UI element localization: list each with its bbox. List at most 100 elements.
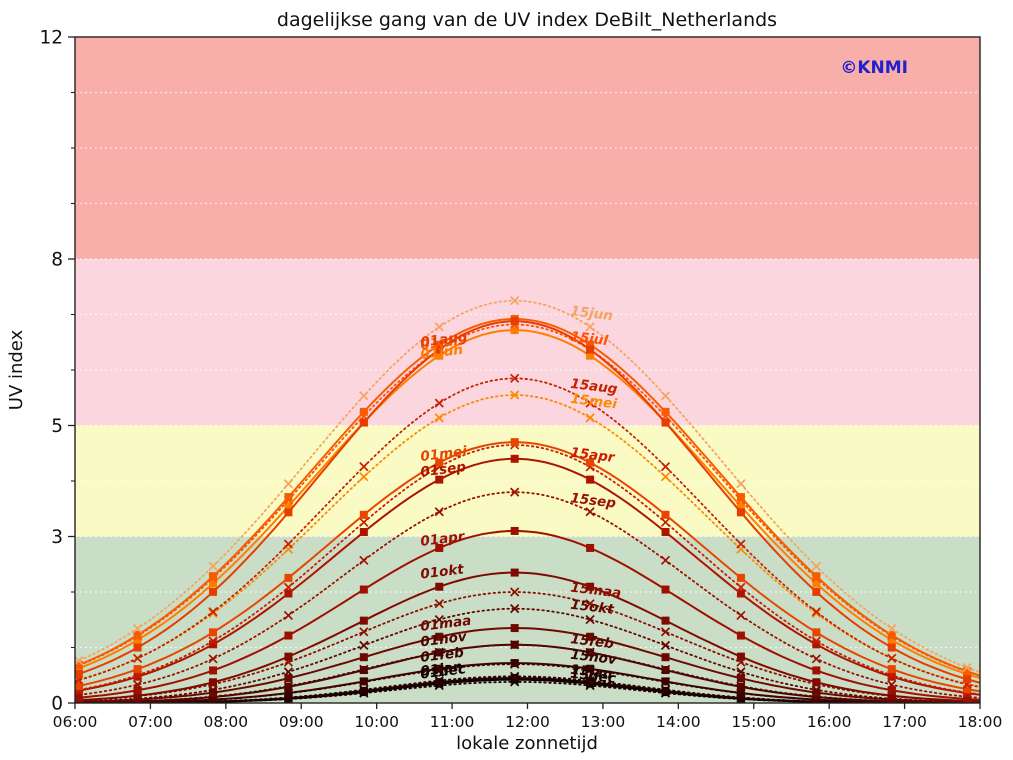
- marker-square-01maa: [435, 632, 444, 641]
- marker-x-15sep: [887, 680, 897, 690]
- marker-x-15jun: [132, 623, 143, 634]
- marker-square-01sep: [435, 475, 444, 484]
- band-pink: [75, 259, 980, 426]
- marker-x-15aug: [510, 373, 520, 383]
- marker-x-15okt: [434, 614, 444, 625]
- marker-square-01jul: [887, 631, 896, 640]
- curve-label-01feb: 01feb: [420, 645, 465, 666]
- uv-curve-15jul: [75, 323, 980, 677]
- marker-x-15aug: [660, 462, 671, 472]
- marker-square-01apr: [887, 686, 896, 695]
- chart-title: dagelijkse gang van de UV index DeBilt_N…: [277, 9, 777, 31]
- x-tick-label-0600: 06:00: [53, 713, 98, 731]
- uv-curve-15apr: [75, 444, 980, 696]
- marker-square-01sep: [736, 589, 745, 598]
- uv-curve-01jun: [75, 329, 980, 680]
- marker-x-15mei: [660, 472, 671, 482]
- x-tick-label-1000: 10:00: [354, 713, 399, 731]
- uv-curve-01apr: [75, 530, 980, 701]
- marker-square-01apr: [284, 631, 293, 640]
- marker-square-01jul: [736, 493, 745, 502]
- marker-x-15sep: [660, 555, 671, 565]
- x-tick-label-1500: 15:00: [731, 713, 776, 731]
- marker-x-15okt: [736, 667, 746, 677]
- x-tick-label-1100: 11:00: [430, 713, 475, 731]
- x-axis-label: lokale zonnetijd: [456, 733, 598, 754]
- marker-square-01apr: [510, 526, 519, 535]
- y-tick-label-5: 5: [51, 416, 63, 437]
- marker-square-01feb: [586, 664, 595, 673]
- curve-label-01jan: 01jan: [420, 659, 464, 680]
- marker-square-01feb: [284, 688, 293, 697]
- curve-label-15feb: 15feb: [570, 631, 615, 652]
- marker-x-15aug: [132, 653, 143, 663]
- marker-square-01jul: [661, 407, 670, 416]
- marker-x-15mei: [208, 608, 218, 618]
- curve-label-15sep: 15sep: [570, 490, 618, 511]
- marker-square-01sep: [133, 672, 142, 681]
- marker-x-15jan: [510, 671, 520, 681]
- y-tick-label-12: 12: [39, 28, 63, 49]
- marker-square-01mei: [586, 458, 595, 467]
- marker-x-15okt: [510, 604, 520, 614]
- marker-square-01mei: [75, 681, 83, 690]
- x-tick-label-0800: 08:00: [203, 713, 248, 731]
- marker-square-01aug: [510, 317, 519, 326]
- curve-label-01dec: 01dec: [420, 661, 467, 682]
- curve-label-15jun: 15jun: [570, 303, 614, 324]
- marker-square-01jun: [133, 635, 142, 644]
- uv-curve-01aug: [75, 320, 980, 684]
- marker-x-15aug: [887, 653, 897, 663]
- marker-square-01okt: [133, 691, 142, 700]
- curve-label-01nov: 01nov: [420, 629, 469, 651]
- marker-square-01okt: [887, 691, 896, 700]
- marker-square-01mei: [510, 438, 519, 447]
- marker-x-15apr: [736, 582, 746, 592]
- marker-square-01okt: [209, 678, 218, 687]
- marker-square-01maa: [812, 688, 821, 697]
- marker-x-15aug: [283, 539, 294, 549]
- marker-x-15jun: [962, 662, 972, 673]
- marker-x-15jun: [811, 561, 821, 571]
- marker-square-01mei: [435, 458, 444, 467]
- marker-square-01mei: [736, 573, 745, 582]
- marker-x-15feb: [434, 647, 444, 657]
- axes: 06:00 07:00 08:00 09:00 10:00 11:00 12:00 13:00…: [39, 28, 1002, 732]
- marker-x-15apr: [811, 636, 821, 646]
- uv-curve-15aug: [75, 377, 980, 689]
- marker-square-01jun: [209, 579, 218, 588]
- marker-x-15jun: [359, 391, 369, 401]
- curve-label-15jan: 15jan: [570, 662, 614, 683]
- marker-square-01maa: [209, 688, 218, 697]
- marker-x-15apr: [359, 517, 369, 527]
- marker-square-01okt: [812, 678, 821, 687]
- marker-x-15mei: [510, 390, 520, 400]
- marker-x-15feb: [585, 647, 595, 657]
- marker-x-15maa: [434, 599, 444, 609]
- x-tick-label-0900: 09:00: [279, 713, 324, 731]
- marker-x-15sep: [811, 654, 821, 664]
- marker-square-01jun: [510, 326, 519, 335]
- marker-square-01jun: [284, 502, 293, 511]
- marker-x-15aug: [434, 398, 444, 408]
- marker-square-01jun: [586, 351, 595, 360]
- marker-square-01apr: [75, 693, 83, 702]
- marker-x-15mei: [434, 413, 444, 423]
- marker-square-01sep: [359, 528, 368, 537]
- marker-square-01okt: [435, 582, 444, 591]
- marker-square-01apr: [963, 694, 972, 703]
- curve-label-01okt: 01okt: [420, 561, 466, 582]
- marker-x-15maa: [510, 587, 520, 597]
- curve-label-15apr: 15apr: [570, 445, 617, 466]
- marker-square-01jul: [359, 407, 368, 416]
- marker-square-01mei: [661, 510, 670, 519]
- marker-x-15feb: [736, 681, 746, 691]
- marker-x-15aug: [585, 398, 595, 408]
- curve-label-15maa: 15maa: [570, 580, 623, 602]
- marker-x-15okt: [283, 667, 294, 677]
- marker-square-01jul: [133, 631, 142, 640]
- y-tick-label-8: 8: [51, 250, 63, 271]
- marker-x-15feb: [359, 664, 369, 674]
- marker-square-01apr: [661, 585, 670, 594]
